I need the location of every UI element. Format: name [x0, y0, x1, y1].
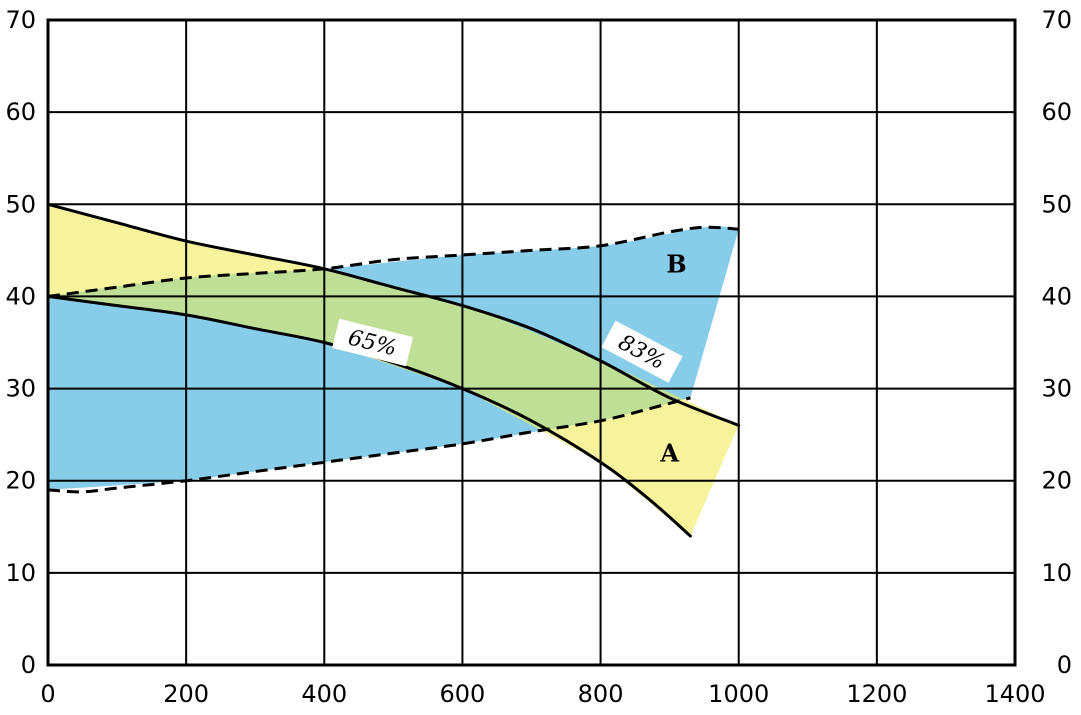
x-tick-label: 1200	[846, 680, 907, 708]
curve-label-bg-2	[332, 318, 414, 367]
x-tick-label: 800	[578, 680, 624, 708]
y-tick-label-right: 70	[1041, 6, 1072, 34]
y-tick-label-right: 60	[1041, 98, 1072, 126]
curve-label-bg-3	[601, 320, 683, 383]
y-tick-label-left: 30	[5, 375, 36, 403]
region-label-a: A	[659, 439, 679, 468]
y-tick-label-left: 50	[5, 190, 36, 218]
y-tick-label-left: 20	[5, 467, 36, 495]
y-tick-label-right: 50	[1041, 190, 1072, 218]
y-tick-label-left: 40	[5, 282, 36, 310]
y-tick-label-right: 30	[1041, 375, 1072, 403]
y-tick-label-right: 20	[1041, 467, 1072, 495]
x-tick-label: 1000	[708, 680, 769, 708]
plot-frame	[46, 18, 1017, 667]
y-tick-label-left: 60	[5, 98, 36, 126]
y-tick-label-right: 40	[1041, 282, 1072, 310]
series-line-solid-0	[46, 202, 741, 427]
x-tick-label: 1400	[984, 680, 1045, 708]
y-tick-label-right: 10	[1041, 559, 1072, 587]
region-label-b: B	[666, 250, 686, 279]
y-tick-label-left: 10	[5, 559, 36, 587]
y-tick-label-left: 70	[5, 6, 36, 34]
y-tick-label-left: 0	[21, 651, 36, 679]
x-tick-label: 200	[163, 680, 209, 708]
x-tick-label: 400	[301, 680, 347, 708]
y-tick-label-right: 0	[1057, 651, 1072, 679]
series-line-dashed-3	[47, 396, 691, 494]
x-tick-label: 0	[40, 680, 55, 708]
x-tick-label: 600	[440, 680, 486, 708]
